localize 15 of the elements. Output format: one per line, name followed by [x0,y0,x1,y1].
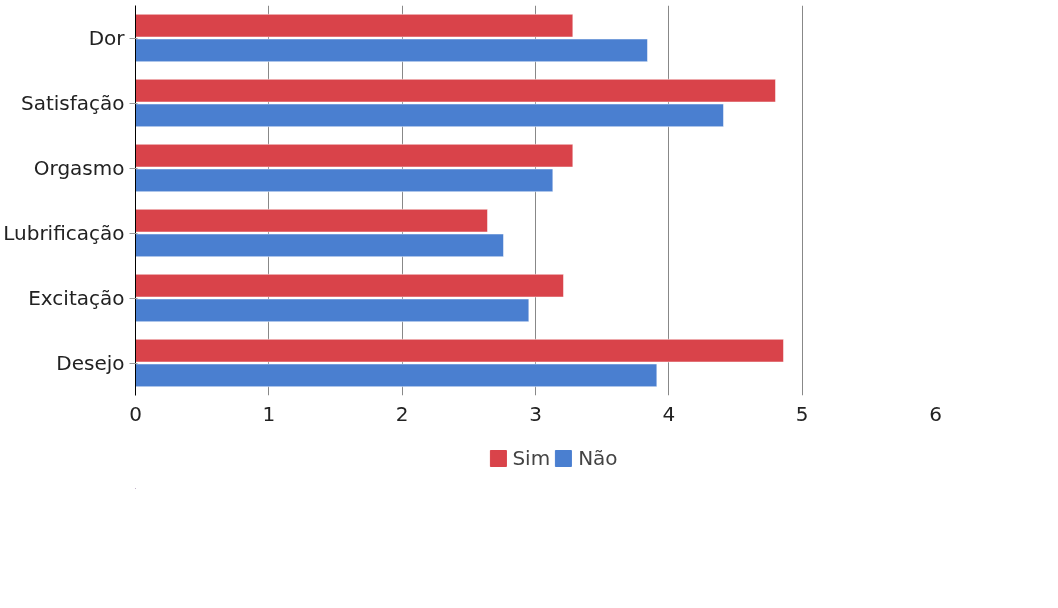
legend-label: Não [578,446,618,470]
x-tick-label: 6 [929,401,942,426]
x-tick-label: 0 [129,401,142,426]
x-tick-label: 5 [795,401,809,426]
y-tick-label: Satisfação [20,91,125,115]
y-tick-label: Lubrificação [3,221,125,245]
y-tick-label: Orgasmo [33,156,125,180]
x-tick-label: 2 [395,401,409,426]
legend-label: Sim [512,446,551,470]
x-tick-label: 3 [529,401,542,426]
x-tick-label: 1 [262,401,276,426]
y-tick-label: Desejo [56,351,125,375]
x-tick-label: 4 [662,401,676,426]
y-tick-label: Excitação [28,286,125,310]
y-tick-label: Dor [88,26,126,50]
